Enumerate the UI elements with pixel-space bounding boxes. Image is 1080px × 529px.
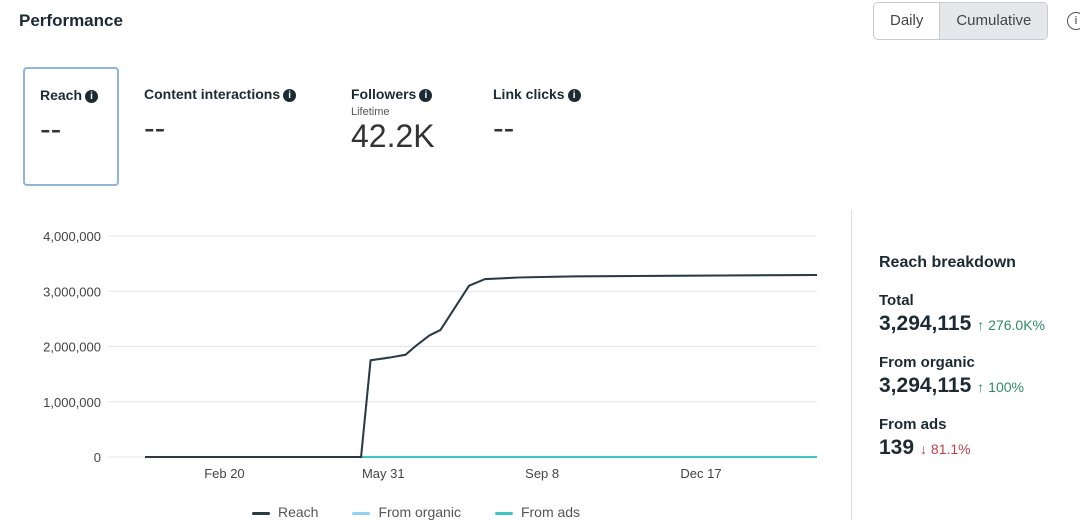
view-toggle: Daily Cumulative <box>873 2 1049 40</box>
total-label: Total <box>879 292 914 309</box>
reach-breakdown: Reach breakdown Total 3,294,115 ↑ 276.0K%… <box>879 254 1045 478</box>
divider <box>851 210 852 520</box>
y-tick-label: 4,000,000 <box>43 229 101 244</box>
metric-content-interactions[interactable]: Content interactions i -- <box>144 86 297 201</box>
chart-legend: Reach From organic From ads <box>252 504 580 520</box>
y-tick-label: 3,000,000 <box>43 284 101 299</box>
organic-value: 3,294,115 ↑ 100% <box>879 374 1024 397</box>
metric-followers[interactable]: Followers i Lifetime 42.2K <box>351 86 435 201</box>
reach-chart: 0 1,000,000 2,000,000 3,000,000 4,000,000 Feb… <box>43 229 818 481</box>
y-tick-label: 2,000,000 <box>43 340 101 355</box>
metric-value: -- <box>144 110 166 146</box>
info-icon[interactable]: i <box>85 90 99 103</box>
daily-button[interactable]: Daily <box>890 12 924 29</box>
metric-link-clicks[interactable]: Link clicks i -- <box>493 86 581 201</box>
legend-ads[interactable]: From ads <box>494 504 580 520</box>
page-title: Performance <box>19 11 123 30</box>
metric-label: Reach <box>40 87 83 103</box>
ads-value: 139 ↓ 81.1% <box>879 436 971 459</box>
info-icon[interactable]: i <box>283 89 297 102</box>
x-tick-label: May 31 <box>362 466 405 481</box>
legend-organic[interactable]: From organic <box>352 504 461 520</box>
series-line-reach <box>145 274 818 458</box>
legend-reach[interactable]: Reach <box>252 504 318 520</box>
metric-label: Link clicks <box>493 86 565 102</box>
ads-label: From ads <box>879 416 947 433</box>
metric-value: 42.2K <box>351 118 435 154</box>
cumulative-button[interactable]: Cumulative <box>939 3 1048 39</box>
metric-value: -- <box>493 110 515 146</box>
x-tick-label: Dec 17 <box>680 466 721 481</box>
y-tick-label: 1,000,000 <box>43 395 101 410</box>
y-tick-label: 0 <box>94 450 101 465</box>
info-icon[interactable]: i <box>1067 12 1080 30</box>
x-tick-label: Feb 20 <box>204 466 244 481</box>
breakdown-title: Reach breakdown <box>879 254 1016 271</box>
metric-label: Content interactions <box>144 86 281 102</box>
info-icon[interactable]: i <box>567 89 581 102</box>
total-value: 3,294,115 ↑ 276.0K% <box>879 312 1045 335</box>
metric-reach[interactable]: Reach i -- <box>23 67 119 186</box>
metric-sub: Lifetime <box>351 106 390 118</box>
metric-value: -- <box>40 111 62 147</box>
x-tick-label: Sep 8 <box>525 466 559 481</box>
series-line-from-organic <box>145 274 818 458</box>
metric-label: Followers <box>351 86 417 102</box>
organic-label: From organic <box>879 354 975 371</box>
info-icon[interactable]: i <box>419 89 433 102</box>
